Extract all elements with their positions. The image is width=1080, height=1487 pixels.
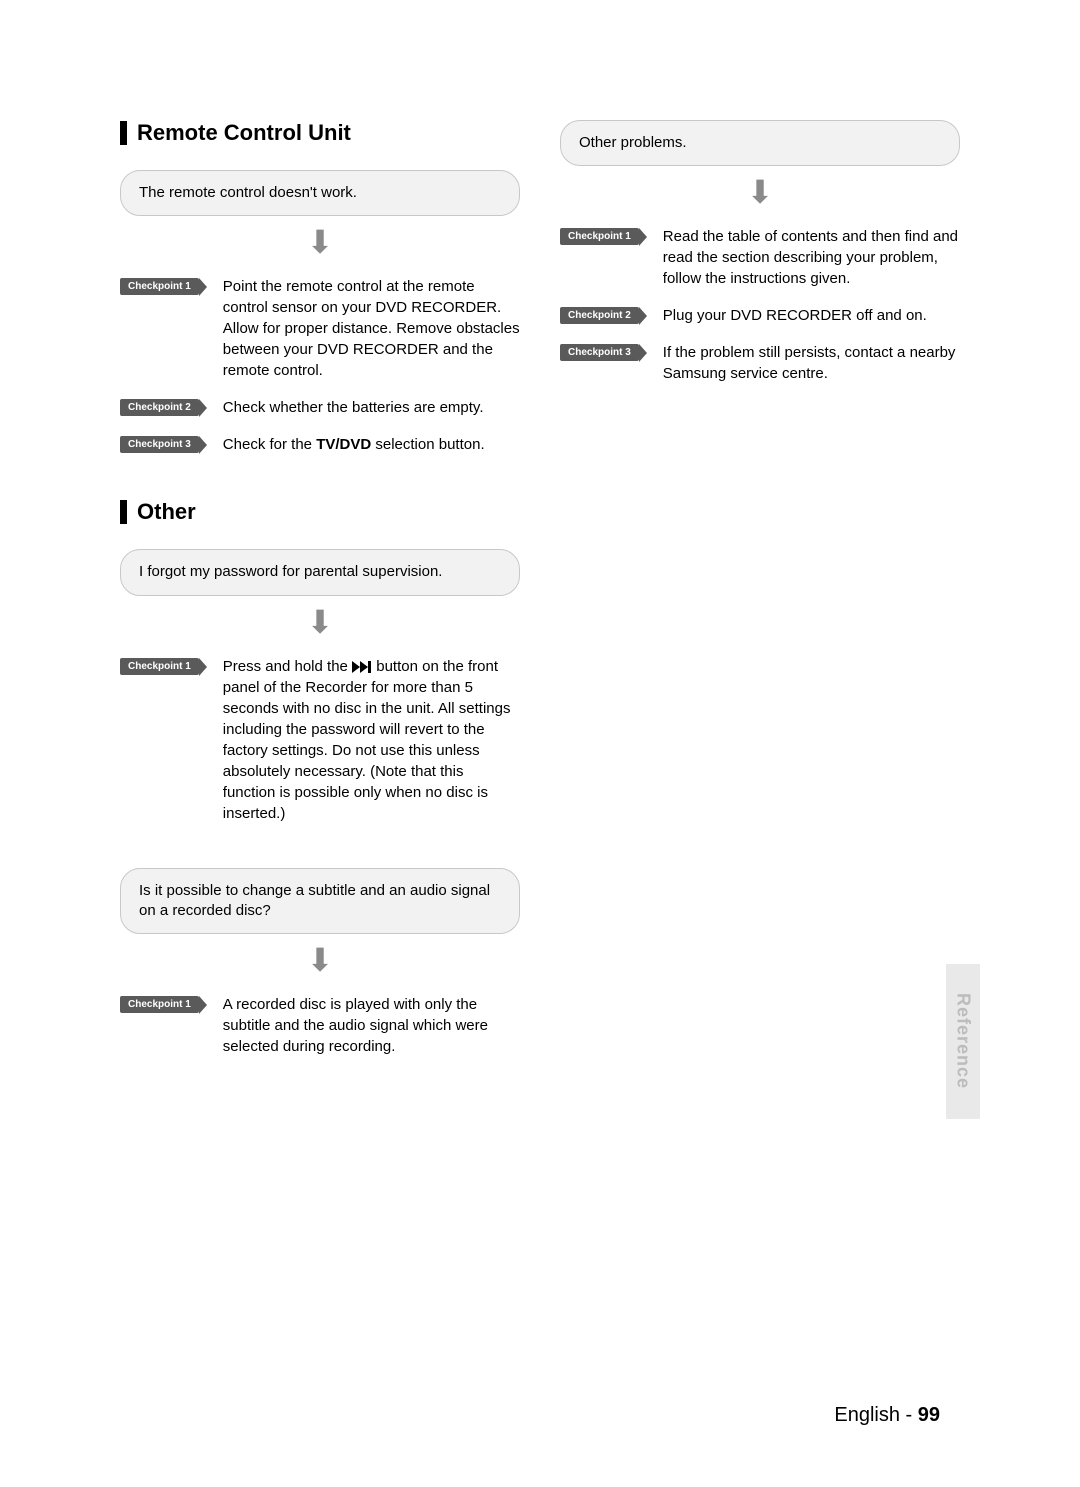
down-arrow-icon: ⬇	[747, 176, 774, 208]
checkpoint-text: Point the remote control at the remote c…	[223, 276, 520, 381]
checkpoint-row: Checkpoint 1 A recorded disc is played w…	[120, 994, 520, 1057]
left-column: Remote Control Unit The remote control d…	[120, 120, 520, 1073]
two-column-layout: Remote Control Unit The remote control d…	[120, 120, 960, 1073]
arrow-row: ⬇	[120, 226, 520, 258]
checkpoint-row: Checkpoint 1 Read the table of contents …	[560, 226, 960, 289]
problem-box: I forgot my password for parental superv…	[120, 549, 520, 595]
checkpoint-text: If the problem still persists, contact a…	[663, 342, 960, 384]
heading-text: Remote Control Unit	[137, 120, 351, 146]
checkpoint-badge: Checkpoint 1	[120, 278, 199, 295]
footer-page-number: 99	[918, 1404, 940, 1426]
down-arrow-icon: ⬇	[307, 944, 334, 976]
checkpoint-badge: Checkpoint 2	[120, 399, 199, 416]
page: Remote Control Unit The remote control d…	[0, 0, 1080, 1487]
down-arrow-icon: ⬇	[307, 606, 334, 638]
arrow-row: ⬇	[120, 606, 520, 638]
section-heading-other: Other	[120, 499, 520, 525]
checkpoint-badge: Checkpoint 3	[120, 436, 199, 453]
checkpoint-badge: Checkpoint 1	[560, 228, 639, 245]
checkpoint-row: Checkpoint 2 Check whether the batteries…	[120, 397, 520, 418]
checkpoint-row: Checkpoint 2 Plug your DVD RECORDER off …	[560, 305, 960, 326]
problem-text: Is it possible to change a subtitle and …	[139, 882, 490, 919]
problem-box: Other problems.	[560, 120, 960, 166]
footer-lang: English	[834, 1404, 900, 1426]
checkpoint-text: Plug your DVD RECORDER off and on.	[663, 305, 960, 326]
checkpoint-badge: Checkpoint 2	[560, 307, 639, 324]
checkpoint-text: Check for the TV/DVD selection button.	[223, 434, 520, 455]
side-tab: Reference	[946, 964, 980, 1119]
checkpoint-row: Checkpoint 1 Press and hold the button o…	[120, 656, 520, 824]
checkpoint-badge: Checkpoint 3	[560, 344, 639, 361]
checkpoint-text: Check whether the batteries are empty.	[223, 397, 520, 418]
cp-text-bold: TV/DVD	[316, 436, 371, 453]
problem-box: Is it possible to change a subtitle and …	[120, 868, 520, 935]
cp-text-suffix: button on the front panel of the Recorde…	[223, 658, 511, 822]
problem-box: The remote control doesn't work.	[120, 170, 520, 216]
footer-sep: -	[900, 1404, 918, 1426]
checkpoint-row: Checkpoint 3 Check for the TV/DVD select…	[120, 434, 520, 455]
down-arrow-icon: ⬇	[307, 226, 334, 258]
problem-text: I forgot my password for parental superv…	[139, 563, 442, 580]
cp-text-prefix: Check for the	[223, 436, 316, 453]
problem-text: The remote control doesn't work.	[139, 184, 357, 201]
checkpoint-badge: Checkpoint 1	[120, 658, 199, 675]
right-column: Other problems. ⬇ Checkpoint 1 Read the …	[560, 120, 960, 1073]
checkpoint-text: A recorded disc is played with only the …	[223, 994, 520, 1057]
section-heading-remote: Remote Control Unit	[120, 120, 520, 146]
arrow-row: ⬇	[560, 176, 960, 208]
problem-text: Other problems.	[579, 134, 687, 151]
fast-forward-icon	[352, 661, 372, 673]
checkpoint-row: Checkpoint 1 Point the remote control at…	[120, 276, 520, 381]
heading-text: Other	[137, 499, 196, 525]
side-tab-label: Reference	[953, 993, 974, 1089]
cp-text-prefix: Press and hold the	[223, 658, 352, 675]
checkpoint-text: Read the table of contents and then find…	[663, 226, 960, 289]
checkpoint-badge: Checkpoint 1	[120, 996, 199, 1013]
checkpoint-text: Press and hold the button on the front p…	[223, 656, 520, 824]
arrow-row: ⬇	[120, 944, 520, 976]
page-footer: English - 99	[834, 1404, 940, 1427]
heading-bar-icon	[120, 500, 127, 524]
heading-bar-icon	[120, 121, 127, 145]
cp-text-suffix: selection button.	[371, 436, 484, 453]
checkpoint-row: Checkpoint 3 If the problem still persis…	[560, 342, 960, 384]
